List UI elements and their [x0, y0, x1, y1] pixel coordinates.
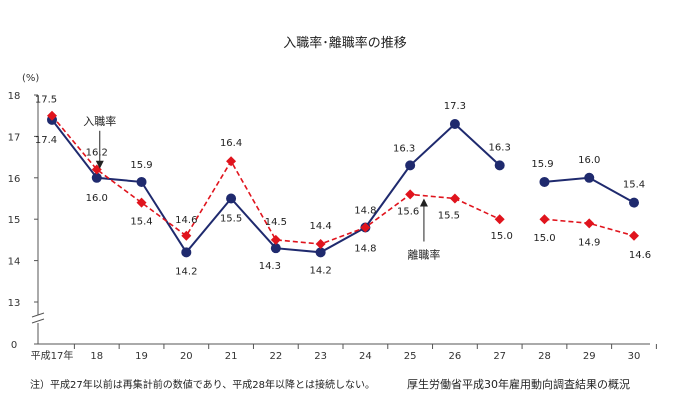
- x-ticks: 平成17年 18 19 20 21 22 23 24 25 26 27 28 29 30: [31, 349, 641, 362]
- point-nyushoku: [494, 160, 505, 171]
- y-axis-unit: (%): [22, 73, 39, 84]
- x-tick-label: 30: [628, 351, 641, 362]
- point-rishoku: [136, 197, 147, 208]
- x-tick-label: 20: [180, 351, 193, 362]
- data-label-rishoku: 15.0: [491, 231, 513, 242]
- point-rishoku: [360, 222, 371, 233]
- point-nyushoku: [226, 193, 237, 204]
- x-tick-label: 24: [359, 351, 372, 362]
- y-tick-label: 13: [8, 298, 21, 309]
- x-tick-label: 26: [449, 351, 462, 362]
- data-label-nyushoku: 15.4: [623, 180, 645, 191]
- x-tick-label: 平成17年: [31, 349, 74, 362]
- data-label-nyushoku: 14.8: [354, 205, 376, 216]
- data-label-rishoku: 15.0: [533, 233, 555, 244]
- x-tick-label: 23: [314, 351, 327, 362]
- x-tick-label: 19: [135, 351, 148, 362]
- point-nyushoku: [181, 247, 192, 258]
- point-nyushoku: [539, 176, 550, 187]
- y-tick-label: 14: [8, 257, 21, 268]
- data-label-rishoku: 15.5: [438, 211, 460, 222]
- point-rishoku: [539, 214, 550, 225]
- data-label-rishoku: 14.6: [175, 215, 197, 226]
- axis-break-mark: [31, 312, 45, 324]
- point-nyushoku: [315, 247, 326, 258]
- point-nyushoku: [449, 118, 460, 129]
- series-line-rishoku: [51, 115, 501, 245]
- data-label-nyushoku: 16.0: [86, 193, 108, 204]
- data-label-nyushoku: 16.3: [489, 142, 511, 153]
- data-label-rishoku: 16.2: [86, 148, 108, 159]
- data-label-nyushoku: 15.9: [130, 160, 152, 171]
- x-tick-label: 25: [404, 351, 417, 362]
- point-rishoku: [494, 214, 505, 225]
- source-credit: 厚生労働省平成30年雇用動向調査結果の概況: [407, 377, 630, 391]
- point-rishoku: [226, 156, 237, 167]
- point-rishoku: [449, 193, 460, 204]
- data-label-nyushoku: 17.3: [444, 101, 466, 112]
- x-tick-label: 27: [493, 351, 506, 362]
- point-nyushoku: [629, 197, 639, 208]
- annotation-label-rishoku: 離職率: [407, 248, 440, 262]
- data-label-nyushoku: 16.0: [578, 155, 600, 166]
- point-rishoku: [47, 110, 57, 121]
- point-rishoku: [629, 230, 639, 241]
- annotation-arrowhead: [95, 160, 104, 169]
- data-label-rishoku: 17.5: [35, 95, 57, 106]
- data-label-nyushoku: 16.3: [393, 143, 415, 154]
- y-tick-label: 15: [8, 215, 21, 226]
- data-label-nyushoku: 14.2: [175, 266, 197, 277]
- data-label-rishoku: 14.8: [354, 243, 376, 254]
- data-label-rishoku: 14.5: [265, 217, 287, 228]
- y-tick-label: 18: [8, 91, 21, 102]
- y-tick-label: 17: [8, 132, 21, 143]
- annotation-arrowhead: [419, 198, 428, 207]
- markers: [47, 110, 639, 258]
- x-tick-label: 29: [583, 351, 596, 362]
- y-ticks: 0 13 14 15 16 17 18: [8, 91, 38, 351]
- point-rishoku: [270, 234, 281, 245]
- chart-title: 入職率･離職率の推移: [283, 35, 407, 51]
- data-label-nyushoku: 14.2: [309, 265, 331, 276]
- data-label-rishoku: 14.9: [578, 237, 600, 248]
- data-label-nyushoku: 15.9: [531, 159, 553, 170]
- point-rishoku: [181, 230, 192, 241]
- y-tick-label: 16: [8, 174, 21, 185]
- point-rishoku: [584, 218, 595, 229]
- x-tick-label: 22: [269, 351, 282, 362]
- data-labels: 17.4 16.0 15.9 14.2 15.5 14.3 14.2 14.8 16.3 17.3…: [35, 95, 651, 278]
- x-tick-label: 28: [538, 351, 551, 362]
- data-label-rishoku: 14.6: [629, 250, 651, 261]
- point-nyushoku: [136, 176, 147, 187]
- x-tick-label: 21: [225, 351, 238, 362]
- y-tick-label: 0: [11, 340, 17, 351]
- data-label-nyushoku: 17.4: [35, 135, 57, 146]
- point-nyushoku: [270, 243, 281, 254]
- axes: [31, 95, 657, 349]
- point-rishoku: [405, 189, 416, 200]
- data-label-rishoku: 15.6: [397, 206, 419, 217]
- point-nyushoku: [91, 172, 102, 183]
- x-tick-label: 18: [90, 351, 103, 362]
- data-label-rishoku: 16.4: [220, 138, 242, 149]
- data-label-rishoku: 15.4: [130, 217, 152, 228]
- point-nyushoku: [584, 172, 595, 183]
- data-label-nyushoku: 14.3: [259, 261, 281, 272]
- data-label-rishoku: 14.4: [309, 221, 331, 232]
- data-label-nyushoku: 15.5: [220, 214, 242, 225]
- point-rishoku: [315, 239, 326, 250]
- annotation-label-nyushoku: 入職率: [83, 114, 116, 128]
- point-nyushoku: [405, 160, 416, 171]
- footnote: 注）平成27年以前は再集計前の数値であり、平成28年以降とは接続しない。: [30, 378, 375, 391]
